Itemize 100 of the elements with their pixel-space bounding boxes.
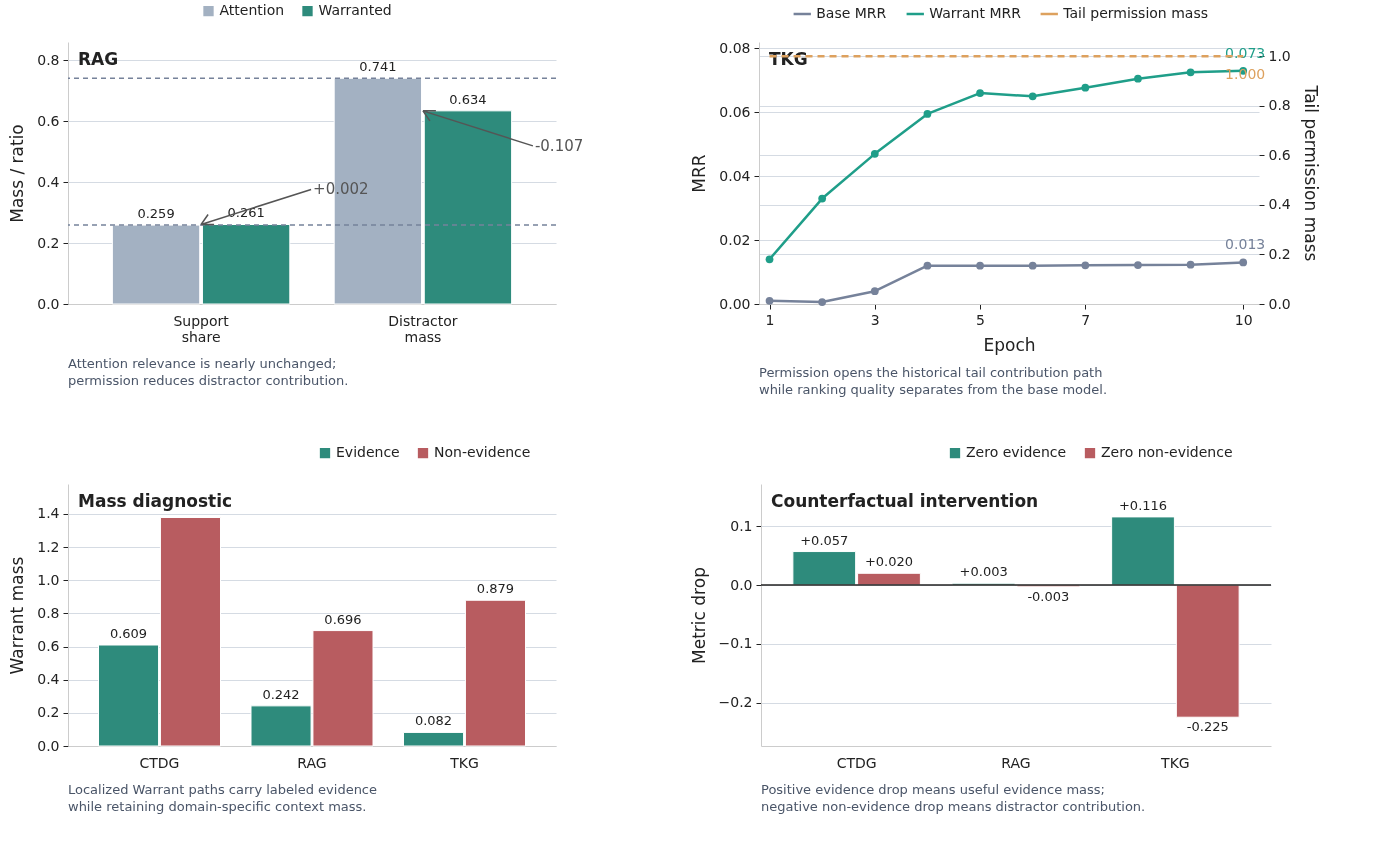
chart-title: RAG xyxy=(78,49,119,69)
x-tick-label: 3 xyxy=(870,311,880,328)
legend-label: Zero non-evidence xyxy=(1101,444,1233,461)
x-tick-label: TKG xyxy=(449,754,479,771)
point xyxy=(765,255,774,264)
bar xyxy=(1175,584,1240,718)
bar xyxy=(1111,516,1175,586)
y-tick-label: 0.4 xyxy=(37,173,60,190)
y2-tick-label: 0.6 xyxy=(1268,146,1291,163)
y-tick-label: 0.2 xyxy=(37,704,60,721)
y-tick-label: 0.0 xyxy=(37,737,60,754)
data-label: +0.116 xyxy=(1118,497,1168,513)
y-axis-title: Warrant mass xyxy=(7,556,28,675)
point xyxy=(923,261,932,270)
point xyxy=(1186,260,1195,269)
legend-label: Non-evidence xyxy=(434,444,531,461)
chart-title: Mass diagnostic xyxy=(78,491,233,511)
point xyxy=(1239,258,1248,267)
point xyxy=(1186,68,1195,77)
y2-tick-label: 0.2 xyxy=(1268,245,1291,262)
y2-axis-title: Tail permission mass xyxy=(1300,84,1321,262)
y-axis-title: MRR xyxy=(689,154,710,193)
point xyxy=(870,287,879,296)
y-tick-label: 0.0 xyxy=(730,576,753,593)
x-tick-label: 5 xyxy=(976,311,986,328)
point xyxy=(923,110,932,118)
y-tick-label: 1.4 xyxy=(37,505,60,522)
x-tick-label: RAG xyxy=(297,754,327,771)
y-tick-label: 0.00 xyxy=(719,295,751,312)
x-tick-label: Support share xyxy=(173,312,230,345)
text: Attention relevance is nearly unchanged; permission reduces distractor contribution. xyxy=(68,356,349,388)
data-label: -0.003 xyxy=(1027,588,1070,604)
point xyxy=(818,298,827,306)
y-tick-label: 0.8 xyxy=(37,604,60,621)
bar xyxy=(423,110,513,305)
data-label: 0.634 xyxy=(449,91,487,107)
x-tick-label: Distractor mass xyxy=(388,312,458,345)
x-tick-label: 1 xyxy=(765,311,775,328)
data-label: +0.057 xyxy=(800,532,849,548)
legend-label: Attention xyxy=(219,2,285,19)
x-tick-label: 10 xyxy=(1234,311,1253,328)
data-label: +0.020 xyxy=(864,554,914,570)
data-label: 0.082 xyxy=(414,713,453,729)
point xyxy=(1028,92,1037,101)
legend-label: Base MRR xyxy=(816,5,887,21)
bar xyxy=(111,224,201,305)
text: Counterfactual intervention xyxy=(771,491,1039,511)
data-label: 0.259 xyxy=(137,206,175,222)
y-tick-label: 0.6 xyxy=(37,112,60,129)
data-label: 0.879 xyxy=(476,581,515,597)
legend-label: Evidence xyxy=(336,444,400,461)
data-label: 0.696 xyxy=(324,611,362,627)
y-tick-label: 0.04 xyxy=(719,167,751,184)
point xyxy=(1134,74,1142,83)
y-tick-label: 0.0 xyxy=(37,295,60,312)
y-tick-label: 0.6 xyxy=(37,638,60,655)
point xyxy=(1134,261,1142,269)
y-tick-label: 0.2 xyxy=(37,234,60,251)
x-tick-label: TKG xyxy=(1160,754,1190,771)
data-label: 0.013 xyxy=(1225,236,1266,253)
data-label: -0.225 xyxy=(1186,719,1229,735)
point xyxy=(765,296,774,305)
x-tick-label: 7 xyxy=(1081,311,1091,328)
text: Positive evidence drop means useful evidence mass; negative non-evidence drop means distractor contribution. xyxy=(761,782,1146,814)
point xyxy=(1028,261,1037,270)
x-tick-label: CTDG xyxy=(836,754,877,771)
y-tick-label: 0.8 xyxy=(37,51,60,68)
data-label: 0.741 xyxy=(359,59,397,75)
point xyxy=(870,149,879,158)
bar xyxy=(201,223,291,305)
y-tick-label: −0.2 xyxy=(718,694,753,711)
y-tick-label: 0.06 xyxy=(719,103,751,120)
text: Localized Warrant paths carry labeled evidence while retaining domain-specific context mass. xyxy=(68,782,378,814)
y-tick-label: 0.02 xyxy=(719,231,751,248)
y-axis-title: Mass / ratio xyxy=(7,124,28,223)
data-label: +0.003 xyxy=(959,564,1008,580)
legend-label: Zero evidence xyxy=(966,444,1067,461)
y-tick-label: −0.1 xyxy=(718,635,753,652)
y2-tick-label: 1.0 xyxy=(1268,47,1291,64)
x-tick-label: RAG xyxy=(1001,754,1031,771)
y2-tick-label: 0.0 xyxy=(1268,295,1291,312)
point xyxy=(1081,261,1090,270)
y-axis-title: Metric drop xyxy=(688,567,709,664)
point xyxy=(976,89,984,97)
y-tick-label: 1.2 xyxy=(37,538,60,555)
legend-label: Tail permission mass xyxy=(1062,5,1209,21)
text: Permission opens the historical tail contribution path while ranking quality separates from the base model. xyxy=(759,365,1108,397)
y-tick-label: 0.4 xyxy=(37,671,60,688)
point xyxy=(818,194,827,203)
y2-tick-label: 0.4 xyxy=(1268,196,1291,213)
legend-label: Warranted xyxy=(318,2,392,19)
data-label: 0.242 xyxy=(262,686,300,702)
x-tick-label: CTDG xyxy=(139,754,180,771)
point xyxy=(1081,83,1090,92)
point xyxy=(976,261,984,270)
data-label: 0.261 xyxy=(227,205,265,221)
y-tick-label: 0.08 xyxy=(719,39,751,56)
y2-tick-label: 0.8 xyxy=(1268,97,1291,114)
x-axis-title: Epoch xyxy=(983,334,1036,355)
y-tick-label: 1.0 xyxy=(37,571,60,588)
